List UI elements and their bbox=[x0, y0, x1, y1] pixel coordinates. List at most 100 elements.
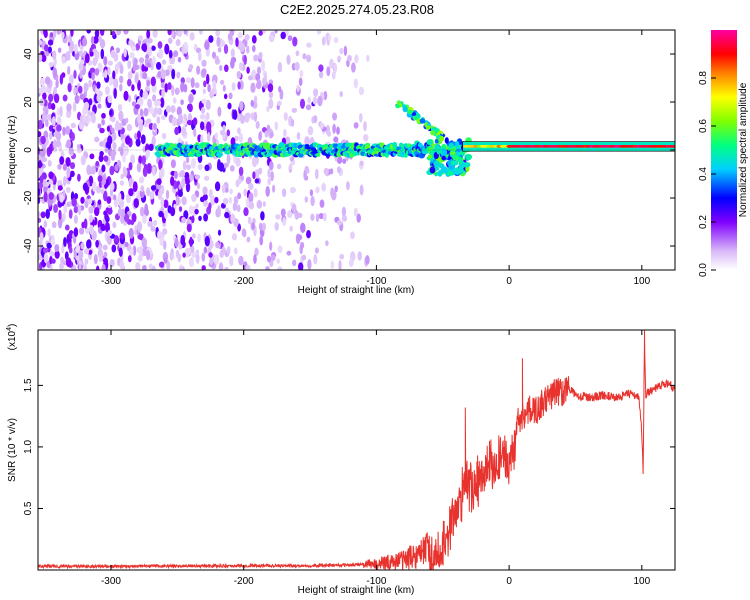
spectrogram-noise-cell bbox=[153, 107, 158, 114]
spectrogram-noise-cell bbox=[226, 129, 231, 137]
spectrogram-noise-cell bbox=[359, 160, 364, 166]
spectrogram-spread-cell bbox=[457, 166, 464, 174]
spectrogram-noise-cell bbox=[120, 208, 125, 218]
spectrogram-noise-cell bbox=[208, 188, 213, 198]
spectrogram-noise-cell bbox=[63, 203, 68, 214]
spectrogram-noise-cell bbox=[327, 130, 332, 137]
spectrogram-noise-cell bbox=[239, 100, 244, 111]
spectrogram-noise-cell bbox=[235, 157, 241, 167]
spectrogram-noise-cell bbox=[296, 212, 303, 219]
spectrogram-spread-cell bbox=[441, 155, 446, 161]
spectrogram-branch-cell bbox=[419, 118, 426, 124]
spectrogram-noise-cell bbox=[107, 60, 113, 66]
spectrogram-noise-cell bbox=[141, 237, 147, 249]
snr-x-label: Height of straight line (km) bbox=[298, 585, 415, 596]
spectrogram-noise-cell bbox=[160, 97, 165, 108]
spectrogram-noise-cell bbox=[47, 39, 54, 46]
spectrogram-noise-cell bbox=[156, 178, 162, 186]
spectrogram-noise-cell bbox=[203, 246, 208, 254]
spectrogram-noise-cell bbox=[97, 123, 102, 129]
spectrogram-noise-cell bbox=[186, 223, 192, 233]
spectrogram-noise-cell bbox=[315, 186, 320, 194]
spectrogram-noise-cell bbox=[120, 173, 125, 180]
spectrogram-noise-cell bbox=[152, 30, 158, 38]
spectrogram-noise-cell bbox=[38, 181, 44, 190]
spectrogram-noise-cell bbox=[313, 115, 318, 124]
spectrogram-noise-cell bbox=[278, 86, 282, 93]
spectrogram-noise-cell bbox=[167, 30, 172, 36]
spectrogram-noise-cell bbox=[222, 124, 226, 131]
spectrogram-noise-cell bbox=[189, 236, 193, 248]
spectrogram-noise-cell bbox=[139, 108, 144, 117]
spectrogram-echo-cell bbox=[392, 141, 398, 148]
spectrogram-noise-cell bbox=[133, 198, 140, 209]
spectrogram-noise-cell bbox=[237, 127, 241, 135]
spectrogram-noise-cell bbox=[86, 239, 92, 249]
spectrogram-noise-cell bbox=[47, 159, 52, 167]
spectrogram-noise-cell bbox=[301, 254, 307, 261]
spectrogram-noise-cell bbox=[270, 171, 274, 182]
spectrogram-noise-cell bbox=[201, 98, 207, 104]
spectrogram-noise-cell bbox=[84, 53, 90, 64]
spectrogram-noise-cell bbox=[219, 79, 225, 85]
spectrogram-noise-cell bbox=[366, 54, 370, 62]
spectrogram-noise-cell bbox=[99, 127, 105, 134]
x-tick-label: 0 bbox=[506, 276, 512, 287]
spectrogram-noise-cell bbox=[214, 132, 219, 140]
spectrogram-noise-cell bbox=[61, 31, 65, 39]
spectrogram-noise-cell bbox=[261, 30, 267, 34]
svg-text:(x104): (x104) bbox=[6, 324, 18, 351]
spectrogram-noise-cell bbox=[142, 43, 148, 53]
spectrogram-noise-cell bbox=[72, 101, 77, 112]
spectrogram-noise-cell bbox=[347, 54, 352, 62]
spectrogram-noise-cell bbox=[205, 73, 210, 85]
spectrogram-noise-cell bbox=[107, 66, 111, 76]
spectrogram-noise-cell bbox=[351, 62, 356, 73]
spectrogram-noise-cell bbox=[306, 42, 312, 48]
spectrogram-noise-cell bbox=[68, 34, 73, 44]
spectrogram-noise-cell bbox=[286, 54, 291, 65]
x-tick-label: -200 bbox=[234, 276, 254, 287]
spectrogram-noise-cell bbox=[266, 255, 272, 263]
spectrogram-noise-cell bbox=[68, 246, 73, 254]
spectrogram-noise-cell bbox=[163, 257, 168, 264]
spectrogram-noise-cell bbox=[153, 123, 157, 131]
spectrogram-noise-cell bbox=[341, 206, 347, 217]
spectrogram-noise-cell bbox=[290, 119, 295, 127]
spectrogram-noise-cell bbox=[97, 199, 102, 205]
spectrogram-noise-cell bbox=[39, 78, 45, 86]
spectrogram-noise-cell bbox=[82, 114, 86, 123]
spectrogram-noise-cell bbox=[89, 224, 94, 236]
spectrogram-noise-cell bbox=[262, 201, 266, 207]
spectrogram-noise-cell bbox=[57, 217, 63, 229]
spectrogram-noise-cell bbox=[89, 51, 94, 57]
spectrogram-noise-cell bbox=[277, 266, 283, 270]
spectrogram-spread-cell bbox=[441, 148, 448, 156]
spectrogram-noise-cell bbox=[326, 66, 331, 77]
spectrogram-spread-cell bbox=[450, 151, 456, 156]
spectrogram-noise-cell bbox=[66, 103, 72, 112]
spectrogram-noise-cell bbox=[223, 93, 228, 100]
spectrogram-spread-cell bbox=[427, 154, 433, 159]
spectrogram-noise-cell bbox=[128, 188, 134, 197]
snr-series-line bbox=[38, 330, 675, 570]
spectrogram-noise-cell bbox=[126, 78, 132, 87]
colorbar: 0.0 0.2 0.4 0.6 0.8 Normalized spectral ampl… bbox=[698, 30, 749, 277]
spectrogram-noise-cell bbox=[96, 81, 101, 89]
spectrogram-echo-cell bbox=[316, 152, 321, 157]
x-tick-label: -100 bbox=[366, 276, 386, 287]
spectrogram-noise-cell bbox=[353, 78, 358, 89]
spectrogram-noise-cell bbox=[240, 114, 245, 125]
spectrogram-noise-cell bbox=[251, 44, 256, 53]
spectrogram-noise-cell bbox=[307, 126, 314, 136]
spectrogram-noise-cell bbox=[153, 219, 158, 227]
spectrogram-noise-cell bbox=[77, 173, 81, 182]
spectrogram-noise-cell bbox=[103, 257, 108, 264]
spectrogram-noise-cell bbox=[148, 143, 154, 152]
spectrogram-noise-cell bbox=[315, 213, 320, 223]
spectrogram-noise-cell bbox=[183, 48, 188, 54]
spectrogram-noise-cell bbox=[294, 61, 300, 71]
spectrogram-noise-cell bbox=[283, 112, 288, 121]
spectrogram-noise-cell bbox=[74, 94, 80, 104]
spectrogram-noise-cell bbox=[251, 222, 255, 230]
